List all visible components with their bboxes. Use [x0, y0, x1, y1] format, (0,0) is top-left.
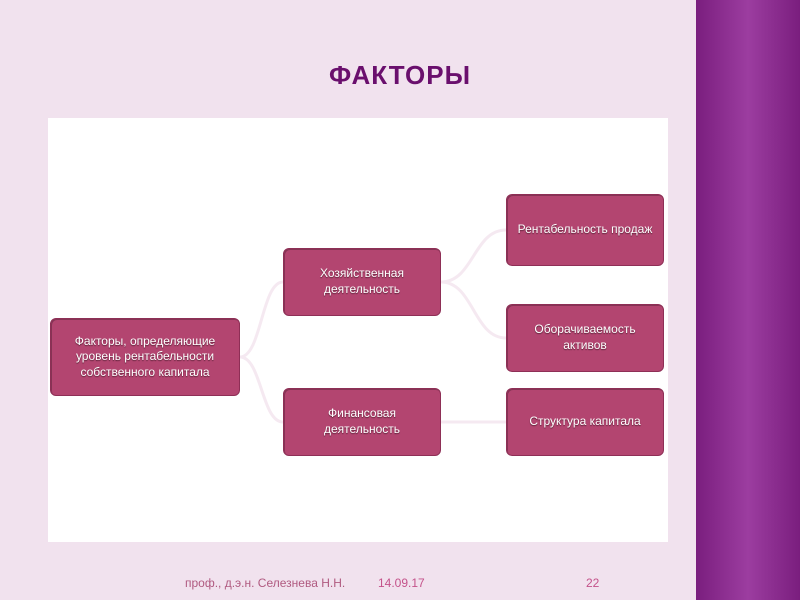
tree-node-fin: Финансовая деятельность — [283, 388, 441, 456]
tree-node-econ: Хозяйственная деятельность — [283, 248, 441, 316]
page-title: ФАКТОРЫ — [0, 60, 800, 91]
tree-node-turn: Оборачиваемость активов — [506, 304, 664, 372]
footer-date: 14.09.17 — [378, 576, 425, 590]
tree-node-root: Факторы, определяющие уровень рентабельн… — [50, 318, 240, 396]
slide-page: ФАКТОРЫ Факторы, определяющие уровень ре… — [0, 0, 800, 600]
footer-author: проф., д.э.н. Селезнева Н.Н. — [185, 576, 345, 590]
footer-page-number: 22 — [586, 576, 599, 590]
diagram-canvas: Факторы, определяющие уровень рентабельн… — [48, 118, 668, 542]
tree-node-ros: Рентабельность продаж — [506, 194, 664, 266]
tree-node-cap: Структура капитала — [506, 388, 664, 456]
